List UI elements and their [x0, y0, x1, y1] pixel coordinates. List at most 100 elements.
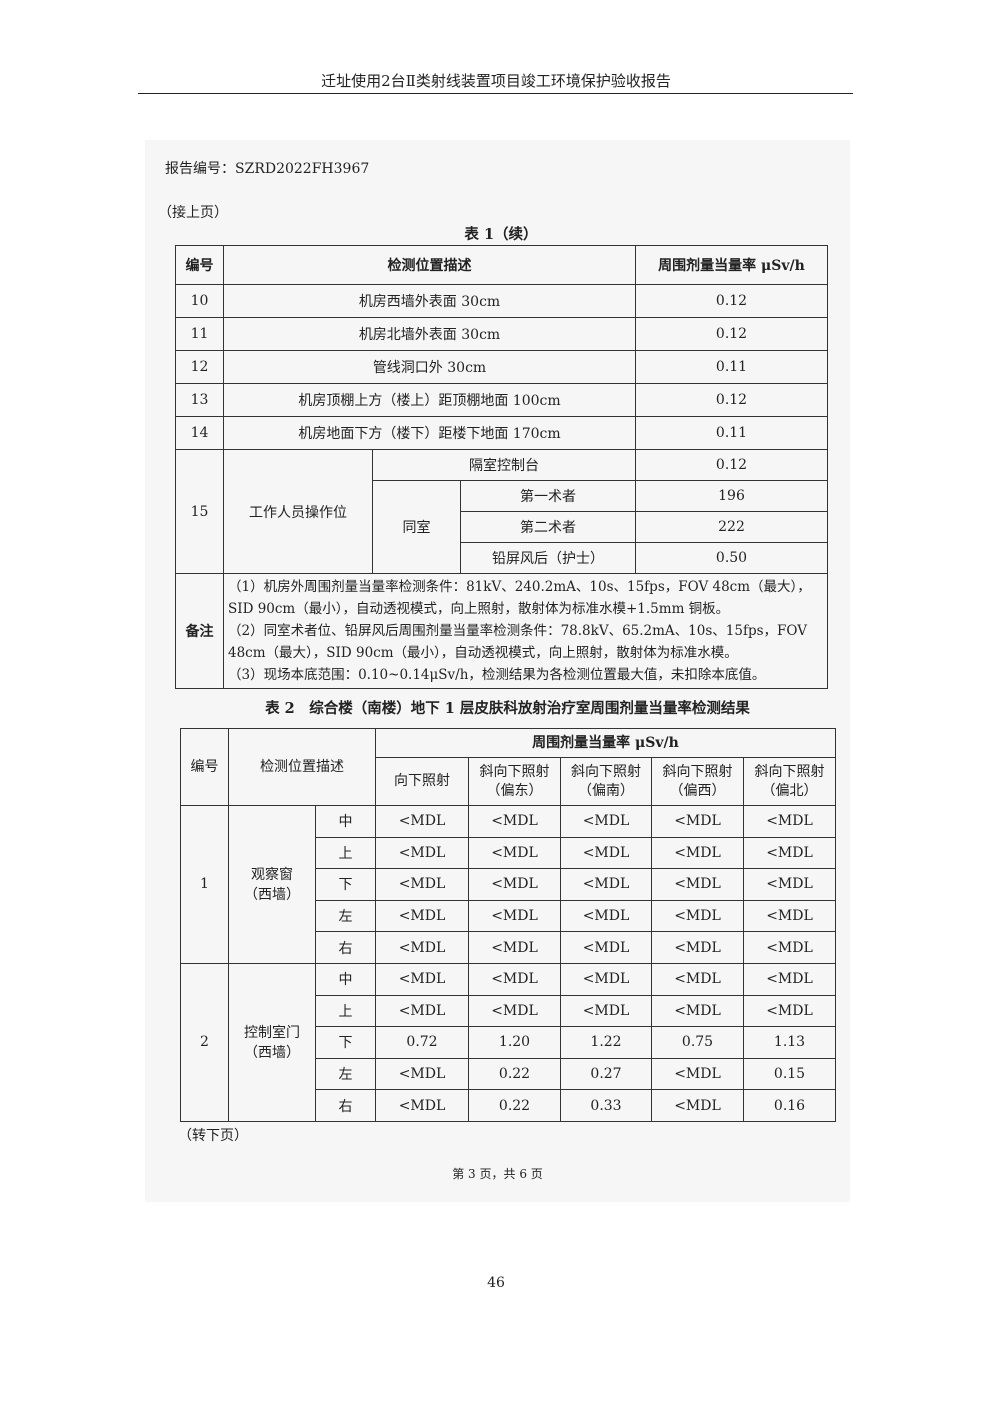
value-cell: <MDL	[651, 868, 744, 901]
table-row: 1 观察窗 （西墙）中 <MDL <MDL <MDL <MDL <MDL	[180, 805, 837, 964]
notes-label: 备注	[175, 573, 224, 689]
value-cell: <MDL	[375, 868, 469, 901]
adjacent-value: 0.12	[635, 449, 829, 481]
group-location: 观察窗 （西墙）	[228, 805, 316, 964]
location-line: （西墙）	[244, 887, 300, 904]
row-no: 14	[175, 416, 224, 450]
continued-from-note: （接上页）	[158, 205, 228, 221]
value-cell: <MDL	[375, 805, 469, 838]
table-row: 10 机房西墙外表面 30cm 0.12	[175, 284, 829, 318]
value-cell: <MDL	[651, 962, 744, 996]
position: 中	[315, 805, 376, 838]
value-cell: <MDL	[560, 805, 652, 838]
inner-page-footer: 第 3 页，共 6 页	[452, 1167, 543, 1181]
table-row: 同室 第一术者 196	[176, 480, 829, 574]
value-cell: <MDL	[651, 1089, 744, 1122]
adjacent-label: 隔室控制台	[371, 449, 637, 481]
location-line: 观察窗	[251, 867, 293, 884]
same-room-position: 第一术者	[459, 480, 637, 512]
table-row: 2 控制室门 （西墙）中 <MDL <MDL <MDL <MDL <MDL	[180, 962, 837, 1122]
column-header-line: 向下照射	[394, 773, 450, 789]
same-room-label: 同室	[372, 480, 461, 574]
row-desc: 管线洞口外 30cm	[222, 350, 637, 384]
header-desc: 检测位置描述	[228, 728, 376, 806]
value-cell: <MDL	[560, 899, 652, 933]
value-cell: <MDL	[651, 994, 744, 1028]
table1: 编号 检测位置描述 周围剂量当量率 μSv/h 10 机房西墙外表面 30cm 0.…	[175, 245, 829, 689]
column-header: 斜向下照射 （偏北）	[742, 757, 837, 806]
value-cell: <MDL	[651, 836, 744, 870]
value-cell: 0.75	[651, 1026, 744, 1059]
row-desc: 机房顶棚上方（楼上）距顶棚地面 100cm	[222, 383, 637, 417]
value-cell: <MDL	[651, 805, 744, 838]
value-cell: <MDL	[375, 994, 469, 1028]
value-cell: <MDL	[742, 962, 837, 996]
value-cell: <MDL	[742, 836, 837, 870]
row-value: 0.12	[635, 383, 829, 417]
report-number: 报告编号：SZRD2022FH3967	[165, 161, 370, 177]
value-cell: 0.72	[375, 1026, 469, 1059]
location-line: （西墙）	[244, 1045, 300, 1062]
value-cell: <MDL	[742, 931, 837, 964]
table-row: 左 <MDL <MDL <MDL <MDL <MDL	[181, 899, 837, 933]
row-no: 12	[175, 350, 224, 384]
table-row: 15 工作人员操作位 隔室控制台 0.12	[175, 449, 829, 574]
value-cell: 0.22	[468, 1089, 561, 1122]
value-cell: <MDL	[560, 868, 652, 901]
value-cell: <MDL	[560, 962, 652, 996]
group-no: 1	[180, 805, 229, 964]
value-cell: <MDL	[468, 931, 561, 964]
value-cell: 1.20	[468, 1026, 561, 1059]
column-header-line: （偏西）	[669, 782, 726, 799]
position: 左	[315, 1057, 376, 1091]
notes-row: 备注 （1）机房外周围剂量当量率检测条件：81kV、240.2mA、10s、15…	[175, 573, 829, 689]
note-2: （2）同室术者位、铅屏风后周围剂量当量率检测条件：78.8kV、65.2mA、1…	[228, 623, 807, 661]
value-cell: 0.33	[560, 1089, 652, 1122]
table-row: 下 0.72 1.20 1.22 0.75 1.13	[181, 1026, 837, 1059]
row-desc: 机房北墙外表面 30cm	[222, 317, 637, 351]
value-cell: 0.15	[742, 1057, 837, 1091]
value-cell: <MDL	[375, 836, 469, 870]
value-cell: <MDL	[742, 899, 837, 933]
same-room-position: 铅屏风后（护士）	[459, 542, 637, 574]
value-cell: <MDL	[468, 805, 561, 838]
value-cell: <MDL	[468, 994, 561, 1028]
note-3: （3）现场本底范围：0.10~0.14μSv/h，检测结果为各检测位置最大值，未…	[228, 667, 766, 683]
table-row: 13 机房顶棚上方（楼上）距顶棚地面 100cm 0.12	[175, 383, 829, 417]
header-value: 周围剂量当量率 μSv/h	[635, 245, 829, 285]
position: 上	[315, 994, 376, 1028]
position: 左	[315, 899, 376, 933]
table-row: 12 管线洞口外 30cm 0.11	[175, 350, 829, 384]
value-cell: <MDL	[468, 899, 561, 933]
table-row: 铅屏风后（护士） 0.50	[176, 542, 829, 574]
value-cell: <MDL	[468, 868, 561, 901]
position: 下	[315, 1026, 376, 1059]
table-row: 14 机房地面下方（楼下）距楼下地面 170cm 0.11	[175, 416, 829, 450]
position: 上	[315, 836, 376, 870]
header-no: 编号	[175, 245, 224, 285]
value-cell: 1.22	[560, 1026, 652, 1059]
column-header: 斜向下照射 （偏东）	[468, 757, 561, 806]
row-no: 11	[175, 317, 224, 351]
row-no: 13	[175, 383, 224, 417]
table-row: 上 <MDL <MDL <MDL <MDL <MDL	[181, 994, 837, 1028]
column-header-line: 斜向下照射	[662, 763, 733, 780]
value-cell: <MDL	[560, 931, 652, 964]
table-row: 右 <MDL 0.22 0.33 <MDL 0.16	[181, 1089, 837, 1122]
group-location: 控制室门 （西墙）	[228, 962, 316, 1122]
group-no: 2	[180, 962, 229, 1122]
row-value: 0.12	[635, 284, 829, 318]
row-value: 0.11	[635, 350, 829, 384]
header-no: 编号	[180, 728, 229, 806]
document-header-title: 迁址使用2台Ⅱ类射线装置项目竣工环境保护验收报告	[321, 72, 671, 90]
value-cell: <MDL	[560, 836, 652, 870]
value-cell: <MDL	[375, 1089, 469, 1122]
row-no: 15	[175, 449, 224, 574]
value-cell: <MDL	[375, 899, 469, 933]
value-cell: 0.27	[560, 1057, 652, 1091]
same-room-value: 0.50	[635, 542, 829, 574]
table-row: 11 机房北墙外表面 30cm 0.12	[175, 317, 829, 351]
value-cell: <MDL	[375, 962, 469, 996]
table-row: 下 <MDL <MDL <MDL <MDL <MDL	[181, 868, 837, 901]
note-1: （1）机房外周围剂量当量率检测条件：81kV、240.2mA、10s、15fps…	[228, 579, 811, 617]
